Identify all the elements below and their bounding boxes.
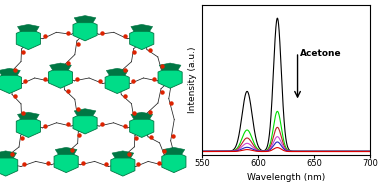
- Polygon shape: [130, 28, 154, 50]
- Polygon shape: [48, 67, 73, 88]
- Polygon shape: [131, 24, 153, 32]
- Polygon shape: [73, 19, 97, 41]
- Polygon shape: [73, 112, 97, 134]
- Polygon shape: [158, 67, 182, 88]
- Polygon shape: [105, 72, 129, 94]
- Polygon shape: [112, 151, 134, 158]
- Polygon shape: [163, 147, 185, 155]
- Polygon shape: [74, 16, 96, 23]
- Polygon shape: [74, 109, 96, 116]
- X-axis label: Wavelength (nm): Wavelength (nm): [247, 173, 325, 182]
- Polygon shape: [0, 154, 18, 176]
- Polygon shape: [17, 112, 39, 119]
- Polygon shape: [130, 116, 154, 137]
- Polygon shape: [50, 63, 71, 70]
- Polygon shape: [162, 151, 186, 173]
- Polygon shape: [17, 24, 39, 32]
- Polygon shape: [0, 72, 22, 94]
- Polygon shape: [159, 63, 181, 70]
- Polygon shape: [0, 68, 20, 76]
- Polygon shape: [16, 28, 40, 50]
- Text: Acetone: Acetone: [300, 49, 341, 58]
- Y-axis label: Intensity (a.u.): Intensity (a.u.): [187, 47, 197, 113]
- Polygon shape: [16, 116, 40, 137]
- Polygon shape: [54, 151, 78, 173]
- Polygon shape: [0, 151, 17, 158]
- Polygon shape: [106, 68, 128, 76]
- Polygon shape: [111, 154, 135, 176]
- Polygon shape: [55, 147, 77, 155]
- Polygon shape: [131, 112, 153, 119]
